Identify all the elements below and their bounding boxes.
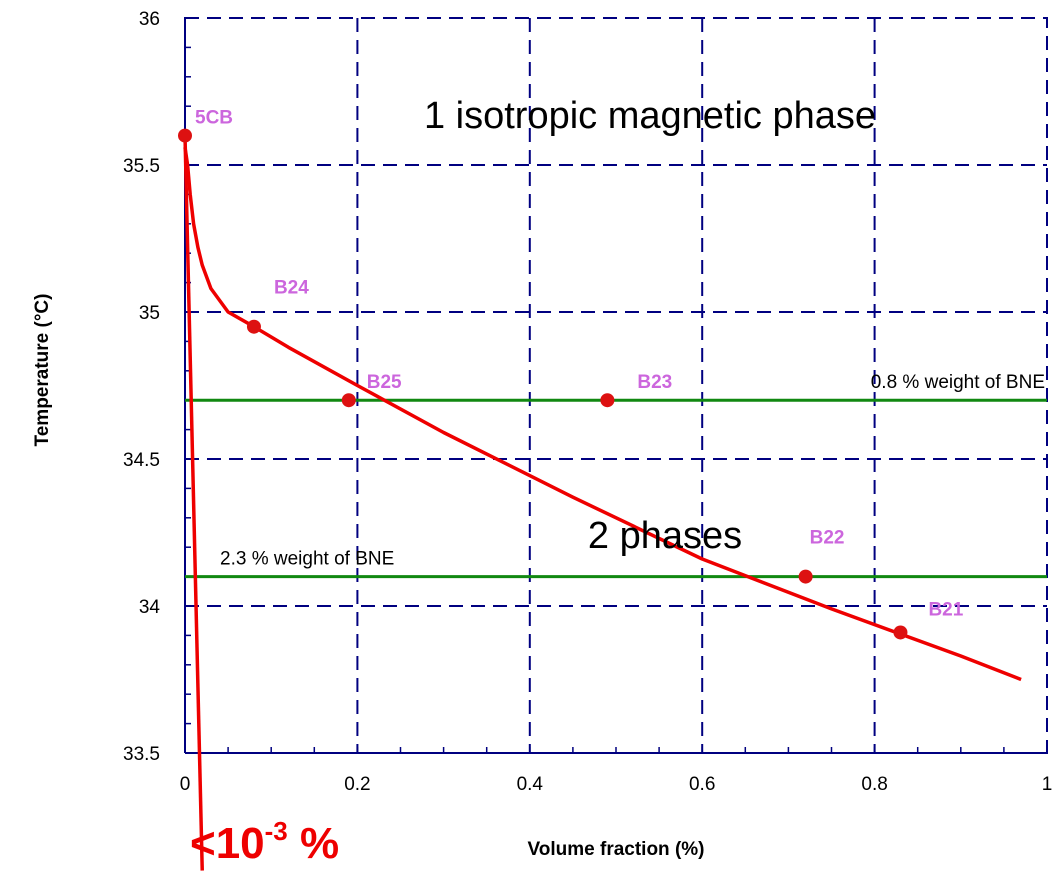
data-point [246,319,261,334]
y-tick-label: 34.5 [123,450,160,471]
x-tick-label: 0.4 [517,774,544,795]
data-points: 5CB B24 B25 B23 B22 B21 [178,108,964,640]
steep-line [183,135,204,871]
fit-curve-layer [183,135,1022,871]
data-point-label: B22 [810,528,845,549]
annotation-suffix: % [288,819,339,868]
region-label-top: 1 isotropic magnetic phase [424,95,876,137]
data-point-label: B25 [367,372,402,393]
x-tick-label: 0.6 [689,774,715,795]
data-point [798,569,813,584]
y-tick-label: 34 [139,597,161,618]
tick-labels: 0 0.2 0.4 0.6 0.8 1 33.5 34 34.5 35 35.5 36 [123,9,1052,795]
reference-lines: 0.8 % weight of BNE 2.3 % weight of BNE [185,372,1047,579]
y-axis-title: Temperature (°C) [32,294,53,447]
x-tick-label: 0.2 [344,774,370,795]
x-tick-label: 1 [1042,774,1052,795]
reference-line-label: 0.8 % weight of BNE [871,372,1045,393]
data-point-label: B21 [928,599,963,620]
data-point-label: B24 [274,278,309,299]
region-label-bottom: 2 phases [588,515,742,557]
x-axis-title: Volume fraction (%) [528,839,705,860]
fit-curve [183,147,1022,682]
y-tick-label: 33.5 [123,744,160,765]
y-tick-label: 35.5 [123,156,160,177]
data-point-label: B23 [637,372,672,393]
data-point [893,625,908,640]
y-tick-label: 35 [139,303,160,324]
annotation-base: <10 [190,819,265,868]
y-tick-label: 36 [139,9,160,30]
volume-fraction-annotation: <10-3 % [190,816,339,868]
reference-line-label: 2.3 % weight of BNE [220,549,394,570]
data-point [178,128,192,143]
x-tick-label: 0.8 [861,774,887,795]
data-point [600,393,615,408]
x-tick-label: 0 [180,774,191,795]
data-point [341,393,356,408]
data-point-label: 5CB [195,108,233,129]
annotation-exponent: -3 [265,816,288,846]
